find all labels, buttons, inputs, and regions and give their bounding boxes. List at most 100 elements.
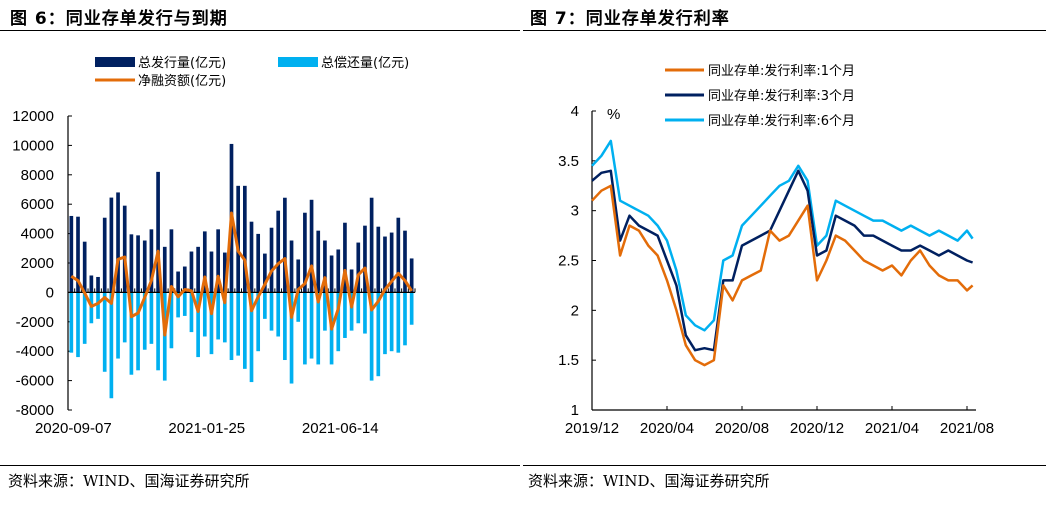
repayment-bar (69, 292, 74, 353)
y-tick-label: 3.5 (558, 153, 579, 170)
repayment-bar (263, 292, 267, 319)
repayment-bar (156, 292, 160, 371)
issuance-bar (182, 266, 187, 293)
repayment-bar (109, 292, 114, 399)
issuance-bar (109, 197, 114, 293)
y-tick-label: 1.5 (558, 352, 579, 369)
issuance-bar (162, 246, 167, 293)
repayment-bar (309, 292, 314, 359)
y-tick-label: 1 (571, 402, 579, 419)
issuance-rate-chart: 同业存单:发行利率:1个月同业存单:发行利率:3个月同业存单:发行利率:6个月%… (558, 63, 994, 437)
y-tick-label: 3 (571, 203, 579, 220)
repayment-bar (243, 292, 247, 369)
y-tick-label: -6000 (16, 373, 54, 390)
repayment-bar (209, 292, 214, 355)
repayment-bar (289, 292, 294, 384)
repayment-bar (283, 292, 287, 361)
right-bottom-rule (523, 465, 1046, 466)
repayment-bar (176, 292, 180, 318)
issuance-bar (256, 233, 261, 293)
issuance-bar (323, 240, 327, 293)
repayment-bar (256, 292, 261, 352)
repayment-bar (336, 292, 341, 352)
rate-6m-line (591, 139, 974, 332)
repayment-bar (269, 292, 274, 331)
issuance-bar (269, 227, 274, 293)
repayment-bar (389, 292, 394, 352)
issuance-bar (169, 229, 174, 293)
legend-swatch-0 (95, 57, 135, 67)
issuance-bar (389, 232, 394, 293)
legend-label-1: 同业存单:发行利率:3个月 (708, 88, 855, 104)
x-tick-label: 2020/12 (790, 420, 844, 437)
right-top-rule (523, 30, 1046, 31)
left-top-rule (0, 30, 520, 31)
issuance-bar (176, 271, 180, 293)
repayment-bar (296, 292, 301, 322)
x-tick-label: 2019/12 (565, 420, 619, 437)
issuance-bar (142, 240, 147, 293)
issuance-bar (89, 275, 94, 293)
repayment-bar (96, 292, 100, 319)
issuance-bar (76, 216, 80, 293)
repayment-bar (116, 292, 120, 359)
repayment-bar (142, 292, 147, 350)
issuance-maturity-chart: 总发行量(亿元) 总偿还量(亿元) 净融资额(亿元) 12000 10000 8000 60… (12, 55, 416, 437)
issuance-bar (363, 225, 367, 293)
repayment-bar (409, 292, 414, 325)
repayment-bar (376, 292, 381, 377)
issuance-bar (102, 217, 107, 293)
x-tick-label: 2021-01-25 (168, 420, 245, 437)
issuance-bar (82, 241, 87, 293)
issuance-bar (276, 210, 281, 293)
y-tick-label: 0 (46, 284, 54, 301)
issuance-bar (409, 258, 414, 293)
y-tick-label: 4000 (21, 226, 54, 243)
left-chart-title: 图 6：同业存单发行与到期 (10, 9, 228, 29)
issuance-bar (336, 249, 341, 293)
x-tick-label: 2021/04 (865, 420, 919, 437)
legend-label-1: 总偿还量(亿元) (321, 56, 409, 71)
y-tick-label: -2000 (16, 314, 54, 331)
repayment-bar (216, 292, 220, 340)
repayment-bar (249, 292, 254, 383)
repayment-bar (396, 292, 401, 353)
repayment-bar (222, 292, 227, 343)
x-tick-label: 2020-09-07 (35, 420, 112, 437)
repayment-bar (76, 292, 80, 358)
legend-label-2: 同业存单:发行利率:6个月 (708, 113, 855, 129)
y-tick-label: 4 (571, 103, 579, 120)
repayment-bar (383, 292, 387, 355)
issuance-bar (216, 229, 220, 293)
rate-3m-line (591, 169, 974, 352)
issuance-bar (296, 259, 301, 293)
repayment-bar (236, 292, 240, 356)
y-tick-label: 2 (571, 302, 579, 319)
repayment-bar (189, 292, 194, 333)
issuance-bar (243, 185, 247, 293)
x-tick-label: 2021/08 (940, 420, 994, 437)
issuance-bar (309, 199, 314, 293)
repayment-bar (343, 292, 347, 338)
issuance-bar (209, 251, 214, 293)
repayment-bar (202, 292, 207, 337)
net-financing-line (70, 211, 413, 337)
left-source-note: 资料来源：WIND、国海证券研究所 (8, 472, 250, 490)
y-tick-label: 12000 (12, 108, 54, 125)
issuance-bar (236, 185, 240, 293)
issuance-bar (343, 222, 347, 293)
repayment-bar (182, 292, 187, 316)
repayment-bar (349, 292, 354, 331)
issuance-bar (316, 230, 321, 293)
y-tick-label: 6000 (21, 196, 54, 213)
repayment-bar (303, 292, 307, 365)
issuance-bar (369, 197, 374, 293)
legend-label-2: 净融资额(亿元) (138, 74, 226, 89)
issuance-bar (263, 253, 267, 293)
x-tick-label: 2021-06-14 (302, 420, 379, 437)
legend-label-0: 同业存单:发行利率:1个月 (708, 63, 855, 79)
right-source-note: 资料来源：WIND、国海证券研究所 (528, 472, 770, 490)
repayment-bar (229, 292, 234, 361)
y-unit-label: % (607, 106, 620, 123)
right-chart-title: 图 7：同业存单发行利率 (530, 9, 730, 29)
